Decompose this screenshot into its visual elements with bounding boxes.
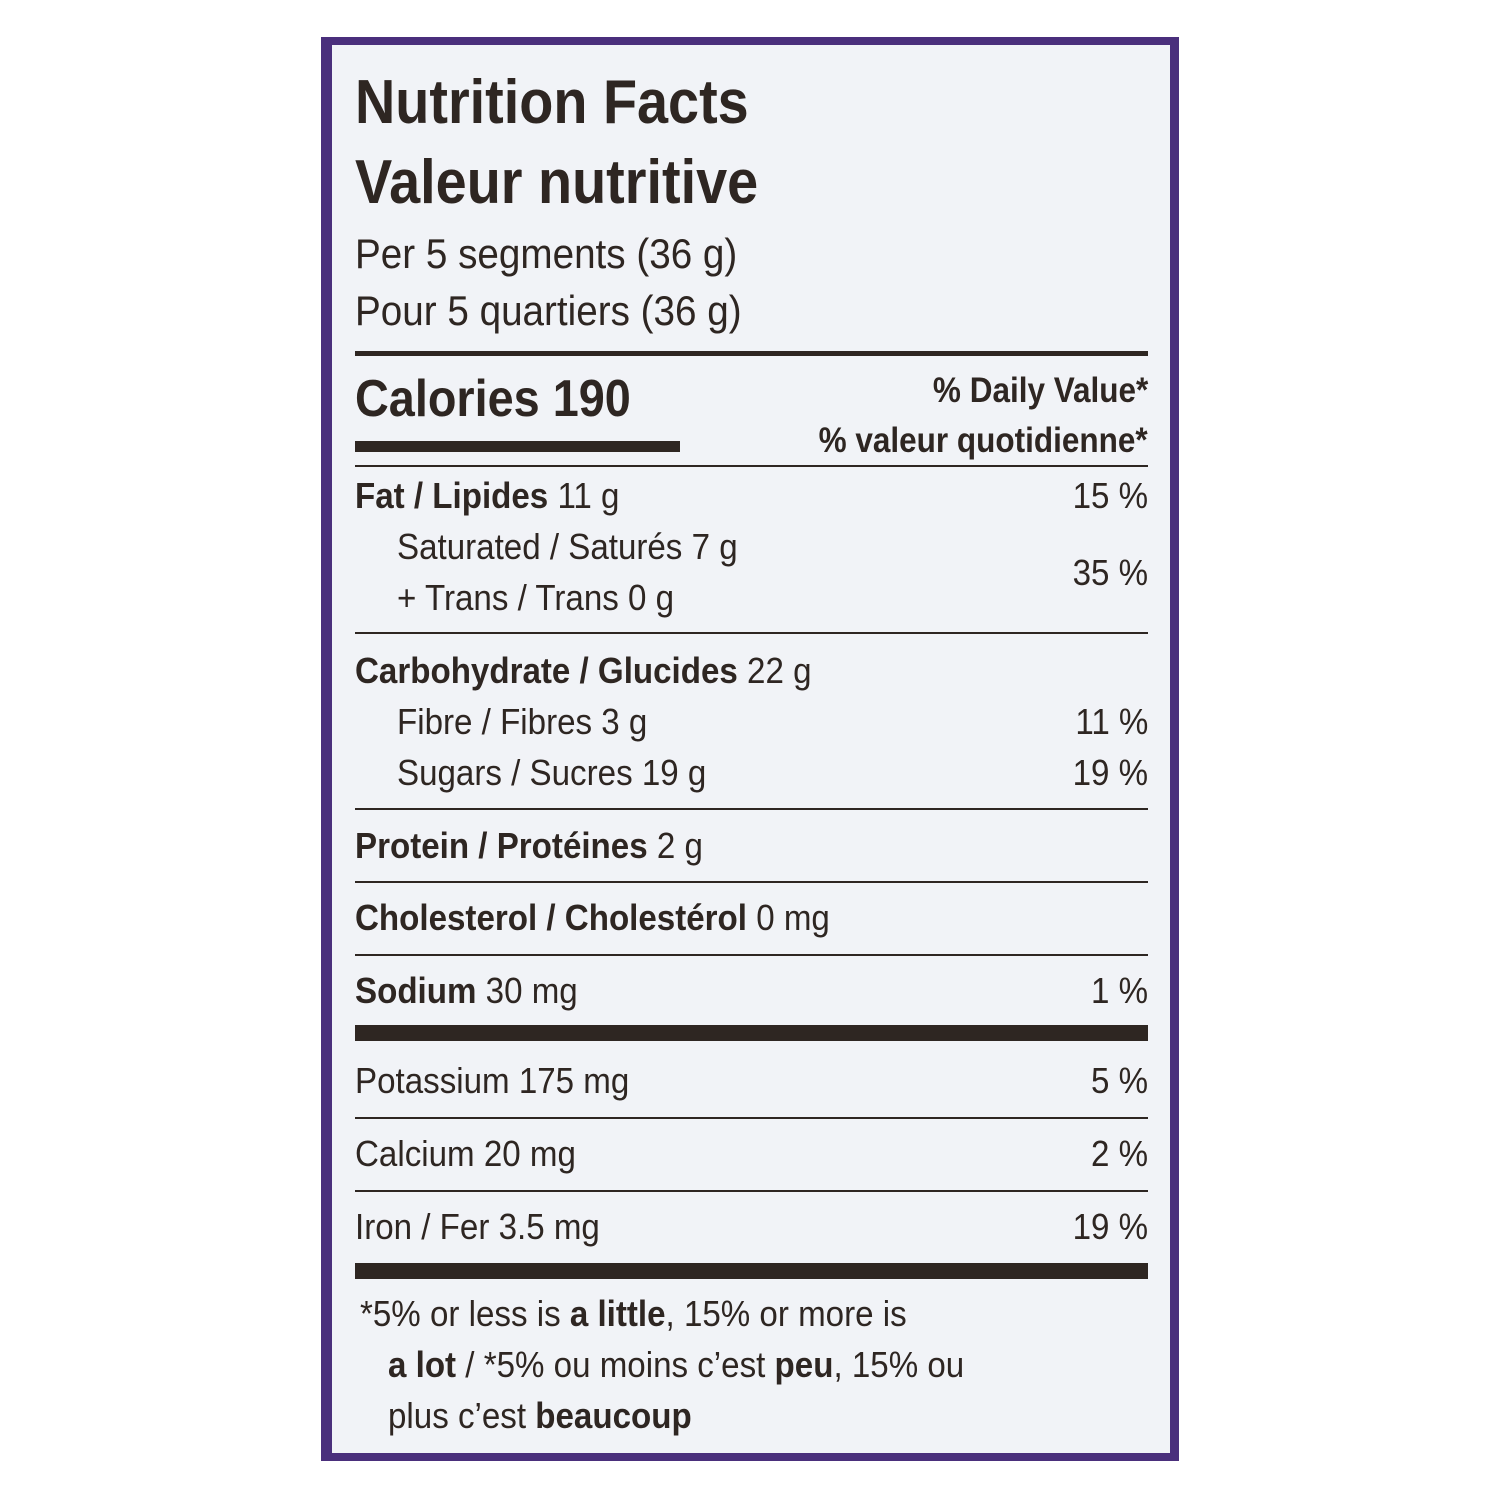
fibre-amount: 3 g xyxy=(601,701,648,742)
fat-amount: 11 g xyxy=(557,475,620,516)
calcium-label: Calcium xyxy=(355,1133,475,1174)
sugars-amount: 19 g xyxy=(641,752,707,793)
sodium-dv: 1 % xyxy=(1090,970,1148,1011)
trans-amount: 0 g xyxy=(628,577,675,618)
serving-divider xyxy=(355,351,1148,356)
footnote-line-1: *5% or less is a little, 15% or more is xyxy=(360,1293,907,1334)
cholesterol-row: Cholesterol / Cholestérol 0 mg xyxy=(355,900,830,936)
fibre-row: Fibre / Fibres 3 g xyxy=(397,704,647,740)
potassium-label: Potassium xyxy=(355,1060,510,1101)
carbohydrate-row: Carbohydrate / Glucides 22 g xyxy=(355,653,812,689)
protein-row: Protein / Protéines 2 g xyxy=(355,828,703,864)
cholesterol-label: Cholesterol / Cholestérol xyxy=(355,897,747,938)
nutrition-facts-panel xyxy=(332,45,1170,1453)
saturated-amount: 7 g xyxy=(691,526,738,567)
trans-row: + Trans / Trans 0 g xyxy=(397,580,674,616)
sodium-label: Sodium xyxy=(355,970,477,1011)
calcium-amount: 20 mg xyxy=(483,1133,576,1174)
daily-value-header-french: % valeur quotidienne* xyxy=(818,421,1148,460)
calories-line: Calories 190 xyxy=(355,373,631,425)
fat-label: Fat / Lipides xyxy=(355,475,549,516)
protein-amount: 2 g xyxy=(656,825,703,866)
sugars-row: Sugars / Sucres 19 g xyxy=(397,755,706,791)
potassium-amount: 175 mg xyxy=(518,1060,630,1101)
iron-row: Iron / Fer 3.5 mg xyxy=(355,1209,600,1245)
row-divider xyxy=(355,1117,1148,1119)
row-divider xyxy=(355,1190,1148,1192)
fibre-label: Fibre / Fibres xyxy=(397,701,593,742)
calories-value: 190 xyxy=(552,370,631,428)
protein-label: Protein / Protéines xyxy=(355,825,648,866)
carbohydrate-label: Carbohydrate / Glucides xyxy=(355,650,738,691)
daily-value-header-english: % Daily Value* xyxy=(932,371,1148,410)
sodium-row: Sodium 30 mg xyxy=(355,973,578,1009)
fibre-dv: 11 % xyxy=(1074,701,1148,742)
header-divider xyxy=(355,465,1148,467)
potassium-dv: 5 % xyxy=(1090,1060,1148,1101)
fat-dv: 15 % xyxy=(1072,475,1148,516)
footnote-line-2: a lot / *5% ou moins c’est peu, 15% ou xyxy=(388,1344,965,1385)
row-divider xyxy=(355,881,1148,883)
row-divider xyxy=(355,632,1148,634)
thick-divider xyxy=(355,1263,1148,1279)
saturated-trans-dv: 35 % xyxy=(1072,552,1148,593)
saturated-row: Saturated / Saturés 7 g xyxy=(397,529,738,565)
footnote-line-3: plus c’est beaucoup xyxy=(388,1395,692,1436)
asterisk-mark: * xyxy=(1135,371,1148,410)
trans-label: + Trans / Trans xyxy=(397,577,619,618)
thick-divider xyxy=(355,1025,1148,1041)
title-english: Nutrition Facts xyxy=(355,68,749,137)
calcium-dv: 2 % xyxy=(1090,1133,1148,1174)
sugars-dv: 19 % xyxy=(1072,752,1148,793)
iron-dv: 19 % xyxy=(1072,1206,1148,1247)
carbohydrate-amount: 22 g xyxy=(747,650,812,691)
serving-size-english: Per 5 segments (36 g) xyxy=(355,230,738,277)
row-divider xyxy=(355,808,1148,810)
serving-size-french: Pour 5 quartiers (36 g) xyxy=(355,287,742,334)
iron-label: Iron / Fer xyxy=(355,1206,490,1247)
calories-underline xyxy=(355,441,680,452)
potassium-row: Potassium 175 mg xyxy=(355,1063,629,1099)
asterisk-mark: * xyxy=(1135,421,1148,460)
row-divider xyxy=(355,954,1148,956)
calcium-row: Calcium 20 mg xyxy=(355,1136,576,1172)
calories-label: Calories xyxy=(355,370,540,428)
fat-row: Fat / Lipides 11 g xyxy=(355,478,619,514)
iron-amount: 3.5 mg xyxy=(498,1206,600,1247)
sodium-amount: 30 mg xyxy=(485,970,578,1011)
cholesterol-amount: 0 mg xyxy=(756,897,830,938)
title-french: Valeur nutritive xyxy=(355,148,759,217)
sugars-label: Sugars / Sucres xyxy=(397,752,633,793)
saturated-label: Saturated / Saturés xyxy=(397,526,683,567)
